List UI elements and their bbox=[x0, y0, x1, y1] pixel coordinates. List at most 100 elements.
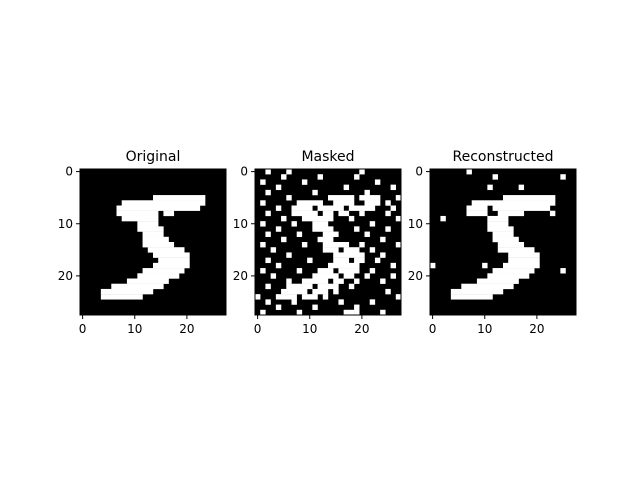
pixel-run bbox=[281, 288, 308, 295]
axes-frame bbox=[79, 168, 227, 316]
noise-pixel bbox=[385, 210, 391, 217]
noise-pixel bbox=[380, 278, 386, 284]
noise-pixel bbox=[265, 169, 271, 175]
pixel-run bbox=[487, 273, 530, 279]
noise-pixel bbox=[390, 262, 396, 269]
noise-pixel bbox=[518, 184, 525, 191]
noise-pixel bbox=[265, 231, 271, 237]
pixel-run bbox=[492, 205, 551, 211]
noise-pixel bbox=[348, 215, 355, 222]
y-tick-label: 0 bbox=[240, 165, 248, 179]
pixel-run bbox=[359, 195, 381, 201]
noise-pixel bbox=[430, 262, 436, 269]
noise-pixel bbox=[265, 189, 271, 196]
noise-pixel bbox=[390, 184, 396, 191]
pixel-run bbox=[275, 294, 297, 300]
noise-pixel bbox=[395, 195, 402, 201]
x-tick-label: 0 bbox=[429, 322, 437, 336]
pixel-run bbox=[116, 205, 201, 211]
panel-title: Original bbox=[126, 149, 181, 165]
noise-pixel bbox=[348, 283, 355, 290]
pixel-run bbox=[137, 273, 180, 279]
noise-pixel bbox=[385, 288, 391, 295]
noise-pixel bbox=[260, 268, 266, 274]
pixel-run bbox=[286, 283, 313, 290]
axes-frame bbox=[429, 168, 577, 316]
noise-pixel bbox=[275, 205, 282, 211]
pixel-run bbox=[121, 215, 159, 222]
pixel-run bbox=[508, 252, 540, 258]
noise-pixel bbox=[275, 262, 282, 269]
pixel-run bbox=[466, 210, 488, 217]
noise-pixel bbox=[275, 184, 282, 191]
noise-pixel bbox=[369, 299, 376, 305]
noise-pixel bbox=[281, 174, 287, 180]
noise-pixel bbox=[270, 247, 277, 253]
noise-pixel bbox=[380, 309, 386, 316]
noise-pixel bbox=[301, 179, 308, 185]
noise-pixel bbox=[380, 252, 386, 258]
axes-frame bbox=[254, 168, 402, 316]
pixel-run bbox=[322, 210, 334, 217]
noise-pixel bbox=[390, 273, 396, 279]
noise-pixel bbox=[380, 236, 386, 243]
x-tick-label: 0 bbox=[254, 322, 262, 336]
noise-pixel bbox=[549, 210, 556, 217]
pixel-run bbox=[333, 278, 344, 284]
panel-title: Reconstructed bbox=[453, 149, 554, 165]
y-tick-label: 0 bbox=[415, 165, 423, 179]
noise-pixel bbox=[369, 247, 376, 253]
pixel-run bbox=[497, 210, 525, 217]
noise-pixel bbox=[364, 231, 370, 237]
x-tick-label: 20 bbox=[354, 322, 369, 336]
pixel-run bbox=[142, 231, 164, 237]
pixel-run bbox=[466, 205, 488, 211]
pixel-run bbox=[333, 200, 355, 206]
noise-pixel bbox=[354, 309, 360, 316]
noise-pixel bbox=[364, 189, 370, 196]
noise-pixel bbox=[281, 236, 287, 243]
noise-pixel bbox=[260, 179, 266, 185]
noise-pixel bbox=[359, 210, 365, 217]
pixel-run bbox=[137, 226, 164, 232]
noise-pixel bbox=[281, 215, 287, 222]
noise-pixel bbox=[348, 309, 355, 316]
noise-pixel bbox=[270, 273, 277, 279]
noise-pixel bbox=[354, 226, 360, 232]
noise-pixel bbox=[265, 257, 271, 264]
axes-ticks: 0 10 20 0 10 20 bbox=[233, 165, 370, 336]
pixel-run bbox=[343, 247, 360, 253]
pixel-grid bbox=[430, 169, 576, 315]
pixel-run bbox=[343, 273, 355, 279]
pixel-run bbox=[322, 247, 339, 253]
pixel-run bbox=[450, 288, 504, 295]
pixel-run bbox=[312, 273, 339, 279]
pixel-run bbox=[291, 205, 313, 211]
pixel-run bbox=[450, 294, 493, 300]
panel-title: Masked bbox=[301, 149, 354, 165]
pixel-run bbox=[312, 221, 329, 227]
pixel-run bbox=[364, 200, 381, 206]
pixel-run bbox=[461, 283, 514, 290]
pixel-run bbox=[142, 268, 185, 274]
noise-pixel bbox=[359, 242, 365, 248]
noise-pixel bbox=[482, 262, 488, 269]
noise-pixel bbox=[354, 174, 360, 180]
noise-pixel bbox=[359, 169, 365, 175]
noise-pixel bbox=[395, 215, 402, 222]
pixel-run bbox=[322, 231, 339, 237]
noise-pixel bbox=[286, 195, 292, 201]
panel-reconstructed: Reconstructed 0 10 20 0 10 20 bbox=[408, 149, 577, 336]
noise-pixel bbox=[395, 242, 402, 248]
axes-ticks: 0 10 20 0 10 20 bbox=[58, 165, 195, 336]
pixel-run bbox=[328, 262, 360, 269]
noise-pixel bbox=[260, 221, 266, 227]
noise-pixel bbox=[307, 257, 313, 264]
noise-pixel bbox=[301, 242, 308, 248]
noise-pixel bbox=[369, 221, 376, 227]
noise-pixel bbox=[296, 231, 303, 237]
noise-pixel bbox=[364, 273, 370, 279]
pixel-run bbox=[487, 215, 509, 222]
pixel-run bbox=[301, 278, 329, 284]
